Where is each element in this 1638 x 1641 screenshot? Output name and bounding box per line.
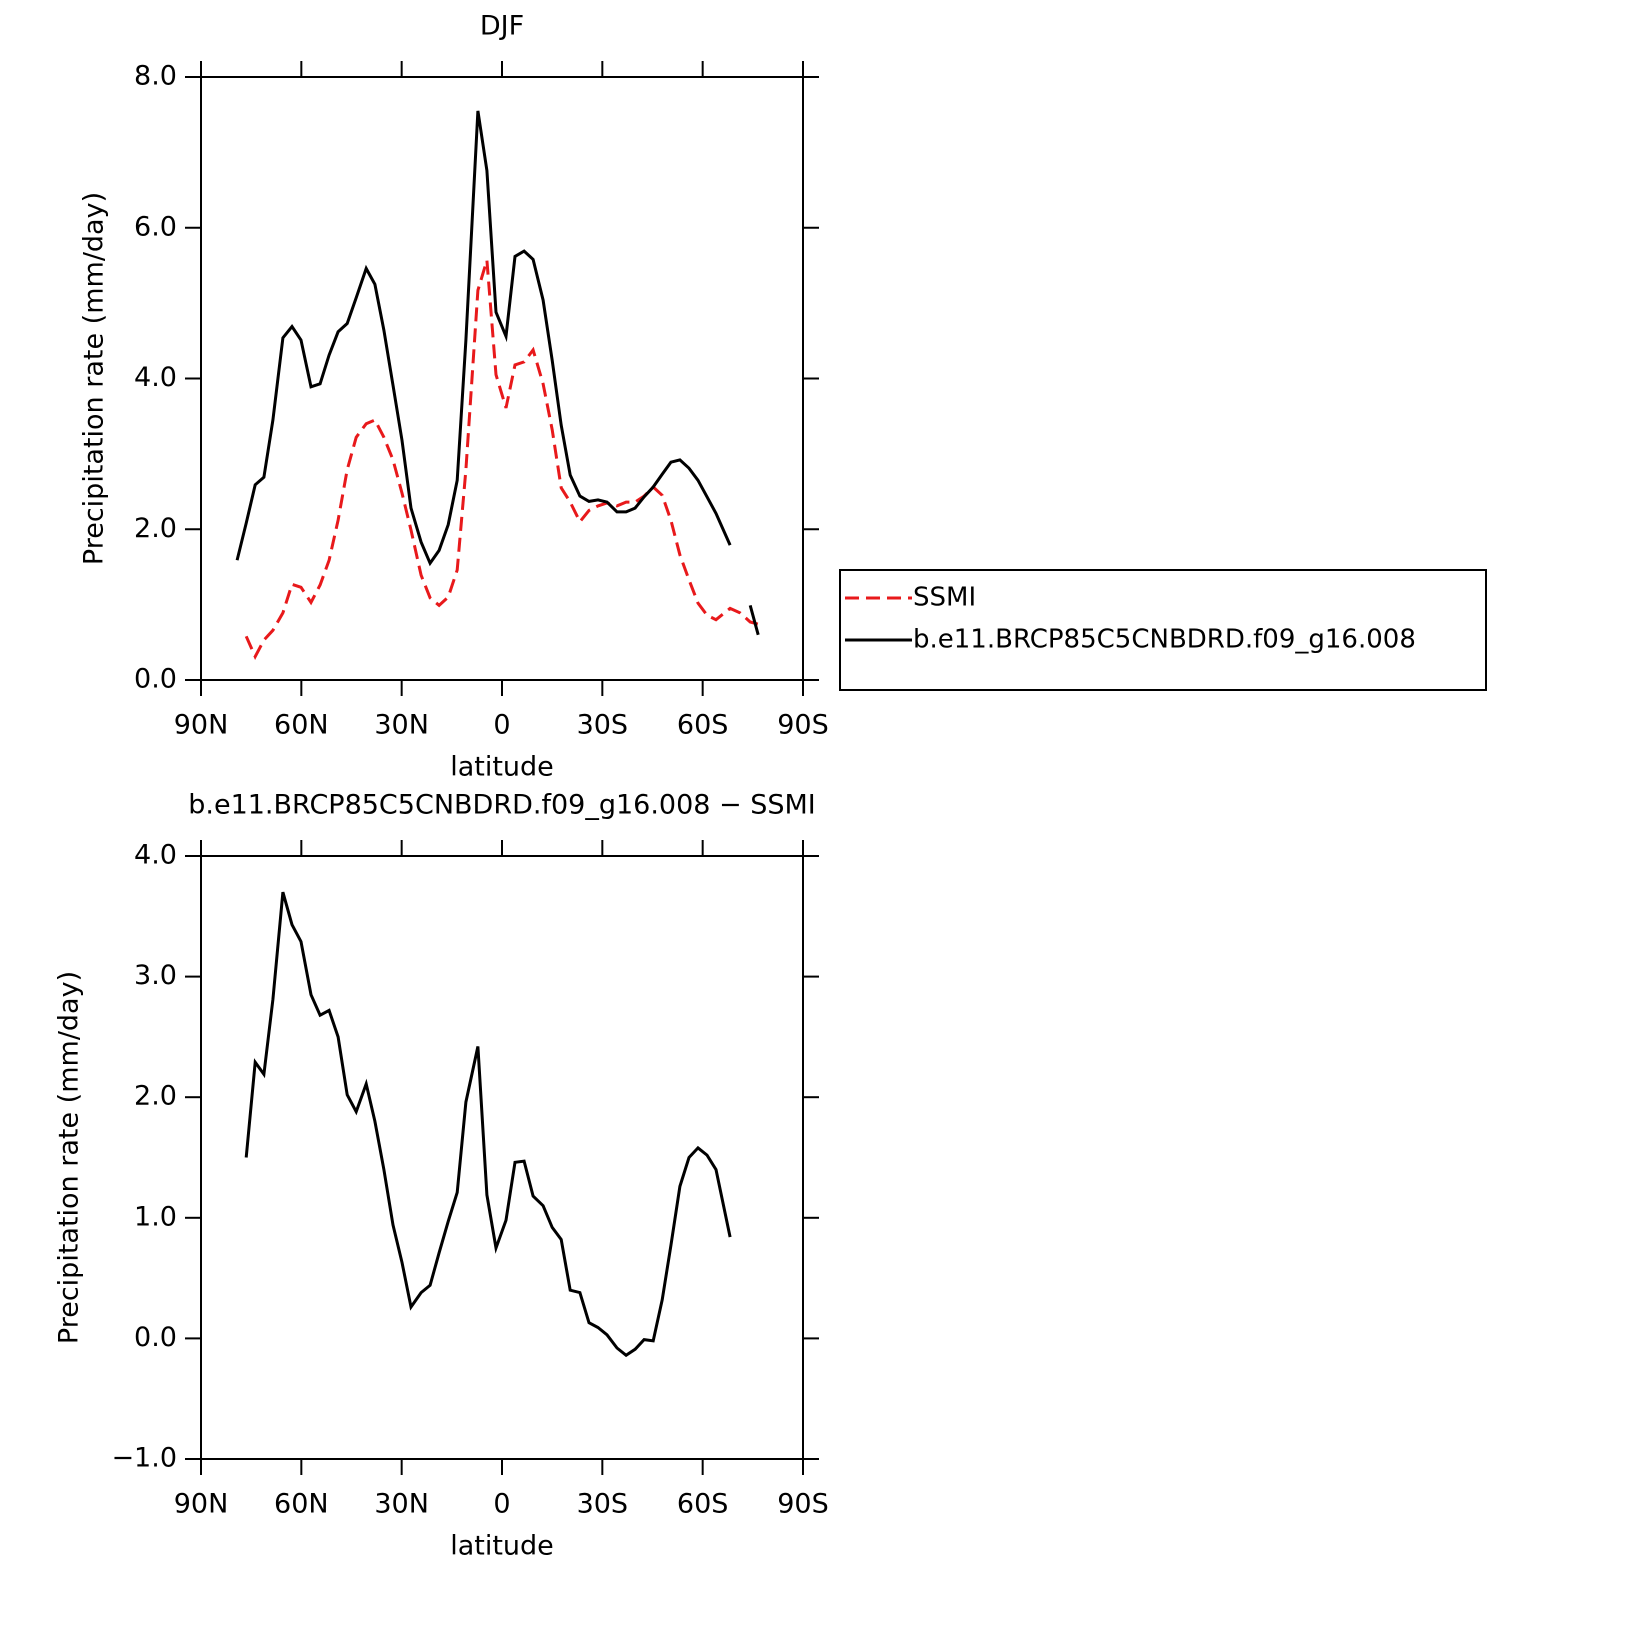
y-tick-label: 2.0	[134, 1081, 177, 1112]
legend-label: b.e11.BRCP85C5CNBDRD.f09_g16.008	[913, 625, 1416, 655]
y-tick-label: 1.0	[134, 1201, 177, 1232]
legend-box	[839, 569, 1487, 691]
x-tick-label: 60S	[677, 710, 729, 741]
x-tick-label: 0	[493, 710, 510, 741]
chart-title: DJF	[480, 11, 524, 42]
plot-frame	[200, 855, 804, 1460]
x-tick-label: 60N	[274, 710, 329, 741]
x-axis-label: latitude	[450, 752, 554, 783]
y-tick-label: 8.0	[134, 61, 177, 92]
data-line	[235, 110, 760, 636]
legend-label: SSMI	[913, 583, 976, 613]
plot-frame	[200, 76, 804, 681]
x-tick-label: 30S	[577, 1489, 629, 1520]
y-tick-label: 0.0	[134, 664, 177, 695]
y-tick-label: 6.0	[134, 211, 177, 242]
x-tick-label: 30N	[374, 710, 429, 741]
data-line	[244, 259, 759, 661]
x-tick-label: 90N	[174, 1489, 229, 1520]
x-tick-label: 0	[493, 1489, 510, 1520]
x-tick-label: 30S	[577, 710, 629, 741]
y-tick-label: 4.0	[134, 362, 177, 393]
x-tick-label: 60N	[274, 1489, 329, 1520]
y-tick-label: 3.0	[134, 960, 177, 991]
x-tick-label: 90S	[777, 710, 829, 741]
x-tick-label: 60S	[677, 1489, 729, 1520]
y-tick-label: 0.0	[134, 1322, 177, 1353]
y-tick-label: 4.0	[134, 840, 177, 871]
y-axis-label: Precipitation rate (mm/day)	[54, 971, 85, 1344]
x-tick-label: 90S	[777, 1489, 829, 1520]
x-tick-label: 90N	[174, 710, 229, 741]
chart-title: b.e11.BRCP85C5CNBDRD.f09_g16.008 − SSMI	[188, 790, 816, 821]
x-axis-label: latitude	[450, 1531, 554, 1562]
data-line	[244, 891, 732, 1358]
y-tick-label: 2.0	[134, 513, 177, 544]
y-axis-label: Precipitation rate (mm/day)	[79, 192, 110, 565]
y-tick-label: −1.0	[111, 1443, 177, 1474]
x-tick-label: 30N	[374, 1489, 429, 1520]
